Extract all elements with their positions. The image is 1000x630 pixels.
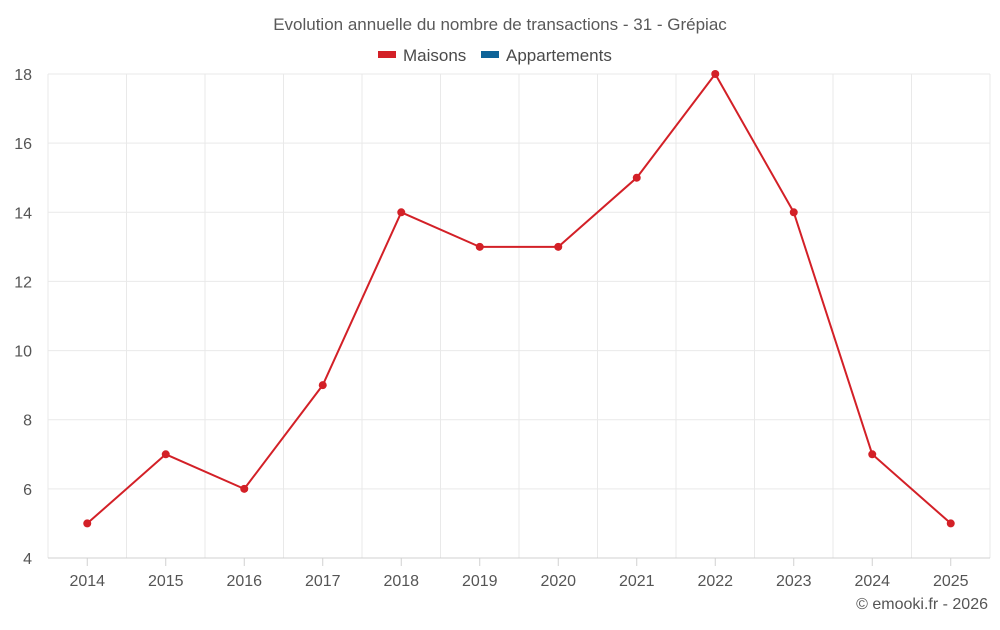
legend-swatch-maisons [378,51,396,58]
x-tick-label: 2024 [854,573,890,590]
data-point-2018[interactable] [397,208,406,217]
series-line-maisons [86,73,952,525]
credit-text: © emooki.fr - 2026 [856,596,988,613]
legend-label-appartements: Appartements [506,46,612,65]
data-point-2025[interactable] [946,519,955,528]
y-tick-label: 16 [14,136,32,153]
x-tick-label: 2025 [933,573,969,590]
gridlines [47,73,991,558]
x-tick-label: 2021 [619,573,655,590]
x-tick-label: 2014 [69,573,105,590]
x-tick-label: 2018 [383,573,419,590]
series-maisons [83,70,955,528]
x-tick-label: 2022 [697,573,733,590]
data-point-2020[interactable] [554,242,563,251]
data-point-2023[interactable] [789,208,798,217]
data-point-2024[interactable] [868,450,877,459]
y-tick-label: 18 [14,67,32,84]
data-point-2017[interactable] [318,381,327,390]
legend-swatch-appartements [481,51,499,58]
x-tick-label: 2017 [305,573,341,590]
x-tick-label: 2023 [776,573,812,590]
y-tick-label: 14 [14,205,32,222]
x-axis-ticks: 2014 2015 2016 2017 2018 2019 2020 2021 2022 2023… [69,573,968,590]
y-tick-label: 10 [14,344,32,361]
y-tick-label: 8 [23,413,32,430]
data-point-2014[interactable] [83,519,92,528]
legend-item-appartements[interactable]: Appartements [481,46,612,65]
y-tick-label: 12 [14,274,32,291]
data-point-2015[interactable] [161,450,170,459]
data-point-2022[interactable] [711,70,720,78]
y-tick-label: 4 [23,551,32,568]
data-point-2021[interactable] [632,173,641,182]
data-point-2016[interactable] [240,484,249,493]
chart-title: Evolution annuelle du nombre de transact… [273,15,727,34]
legend-item-maisons[interactable]: Maisons [378,46,466,65]
x-tick-label: 2019 [462,573,498,590]
x-tick-label: 2015 [148,573,184,590]
legend-label-maisons: Maisons [403,46,466,65]
y-tick-label: 6 [23,482,32,499]
data-point-2019[interactable] [475,242,484,251]
axes [48,557,990,566]
y-axis-ticks: 4 6 8 10 12 14 16 18 [14,67,32,568]
legend: Maisons Appartements [378,46,612,65]
x-tick-label: 2016 [226,573,262,590]
x-tick-label: 2020 [540,573,576,590]
